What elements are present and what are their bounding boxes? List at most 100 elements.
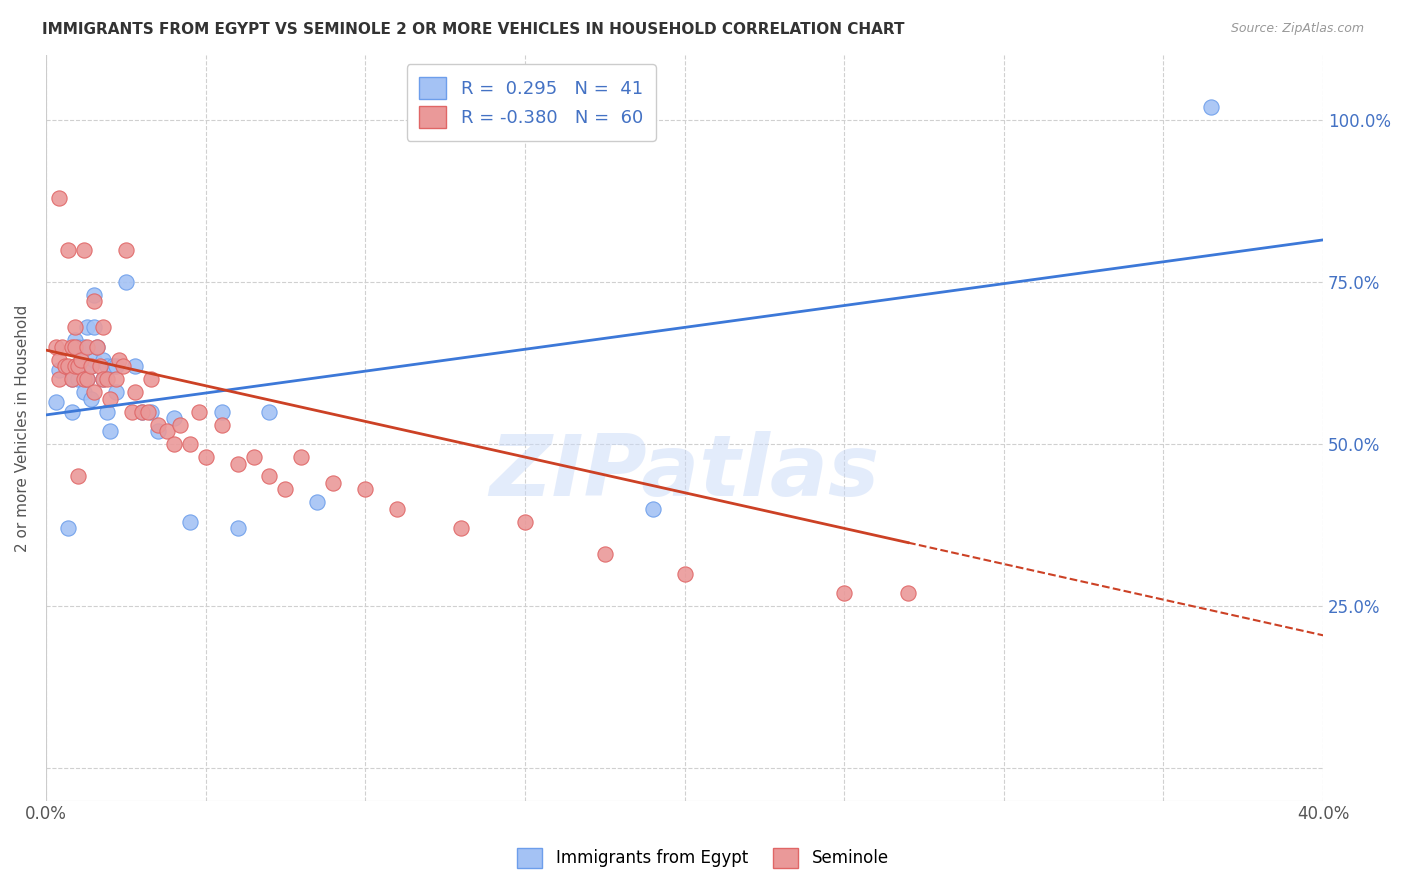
Point (66, 340, 89, 354)
Point (60, 372, 83, 386)
Point (114, 243, 136, 257)
Point (58, 243, 80, 257)
Point (307, 495, 329, 509)
Point (354, 483, 377, 497)
Point (450, 521, 472, 535)
Point (211, 417, 233, 432)
Point (832, 586, 855, 600)
Point (322, 475, 344, 490)
Point (86, 340, 108, 354)
Point (73, 340, 96, 354)
Point (83, 294, 105, 309)
Point (673, 566, 696, 581)
Point (76, 372, 98, 386)
Point (93, 372, 115, 386)
Point (66, 469, 89, 483)
Point (194, 450, 217, 464)
Point (274, 483, 297, 497)
Point (121, 405, 143, 419)
Point (48, 191, 70, 205)
Point (96, 372, 118, 386)
Point (111, 359, 134, 374)
Point (63, 334, 86, 348)
Point (53, 359, 76, 374)
Point (101, 359, 124, 374)
Point (63, 359, 86, 374)
Point (93, 320, 115, 334)
Point (45, 340, 67, 354)
Point (93, 352, 115, 367)
Point (70, 352, 93, 367)
Text: IMMIGRANTS FROM EGYPT VS SEMINOLE 2 OR MORE VEHICLES IN HOUSEHOLD CORRELATION CH: IMMIGRANTS FROM EGYPT VS SEMINOLE 2 OR M… (42, 22, 904, 37)
Point (156, 424, 179, 438)
Point (79, 392, 101, 406)
Point (146, 424, 169, 438)
Point (188, 405, 211, 419)
Y-axis label: 2 or more Vehicles in Household: 2 or more Vehicles in Household (15, 304, 30, 551)
Point (593, 547, 616, 561)
Point (163, 437, 186, 451)
Point (89, 359, 111, 374)
Point (63, 320, 86, 334)
Point (60, 340, 83, 354)
Text: Source: ZipAtlas.com: Source: ZipAtlas.com (1230, 22, 1364, 36)
Point (76, 320, 98, 334)
Point (124, 359, 146, 374)
Point (58, 359, 80, 374)
Point (136, 405, 159, 419)
Point (73, 243, 96, 257)
Point (242, 450, 264, 464)
Point (114, 275, 136, 289)
Point (96, 359, 118, 374)
Point (179, 515, 201, 529)
Point (79, 359, 101, 374)
Point (124, 385, 146, 400)
Point (146, 417, 169, 432)
Point (259, 405, 281, 419)
Point (58, 521, 80, 535)
Point (105, 359, 128, 374)
Point (105, 385, 128, 400)
Point (179, 437, 201, 451)
Point (98, 392, 121, 406)
Point (211, 405, 233, 419)
Point (259, 469, 281, 483)
Point (641, 502, 664, 516)
Point (226, 457, 249, 471)
Point (60, 372, 83, 386)
Point (83, 320, 105, 334)
Point (86, 340, 108, 354)
Point (66, 372, 89, 386)
Point (83, 352, 105, 367)
Point (48, 372, 70, 386)
Point (141, 405, 163, 419)
Point (163, 411, 186, 425)
Point (76, 372, 98, 386)
Point (76, 340, 98, 354)
Point (98, 424, 121, 438)
Point (897, 586, 920, 600)
Point (63, 340, 86, 354)
Point (141, 372, 163, 386)
Point (48, 352, 70, 367)
Point (131, 405, 153, 419)
Point (169, 417, 191, 432)
Legend: Immigrants from Egypt, Seminole: Immigrants from Egypt, Seminole (510, 841, 896, 875)
Point (93, 372, 115, 386)
Point (131, 405, 153, 419)
Point (48, 362, 70, 376)
Legend: R =  0.295   N =  41, R = -0.380   N =  60: R = 0.295 N = 41, R = -0.380 N = 60 (406, 64, 655, 141)
Point (83, 385, 105, 400)
Point (73, 359, 96, 374)
Point (513, 515, 536, 529)
Point (79, 359, 101, 374)
Point (108, 352, 131, 367)
Point (96, 405, 118, 419)
Point (73, 372, 96, 386)
Point (63, 359, 86, 374)
Point (1201, 100, 1223, 114)
Text: ZIPatlas: ZIPatlas (489, 431, 880, 514)
Point (290, 450, 312, 464)
Point (73, 385, 96, 400)
Point (385, 502, 408, 516)
